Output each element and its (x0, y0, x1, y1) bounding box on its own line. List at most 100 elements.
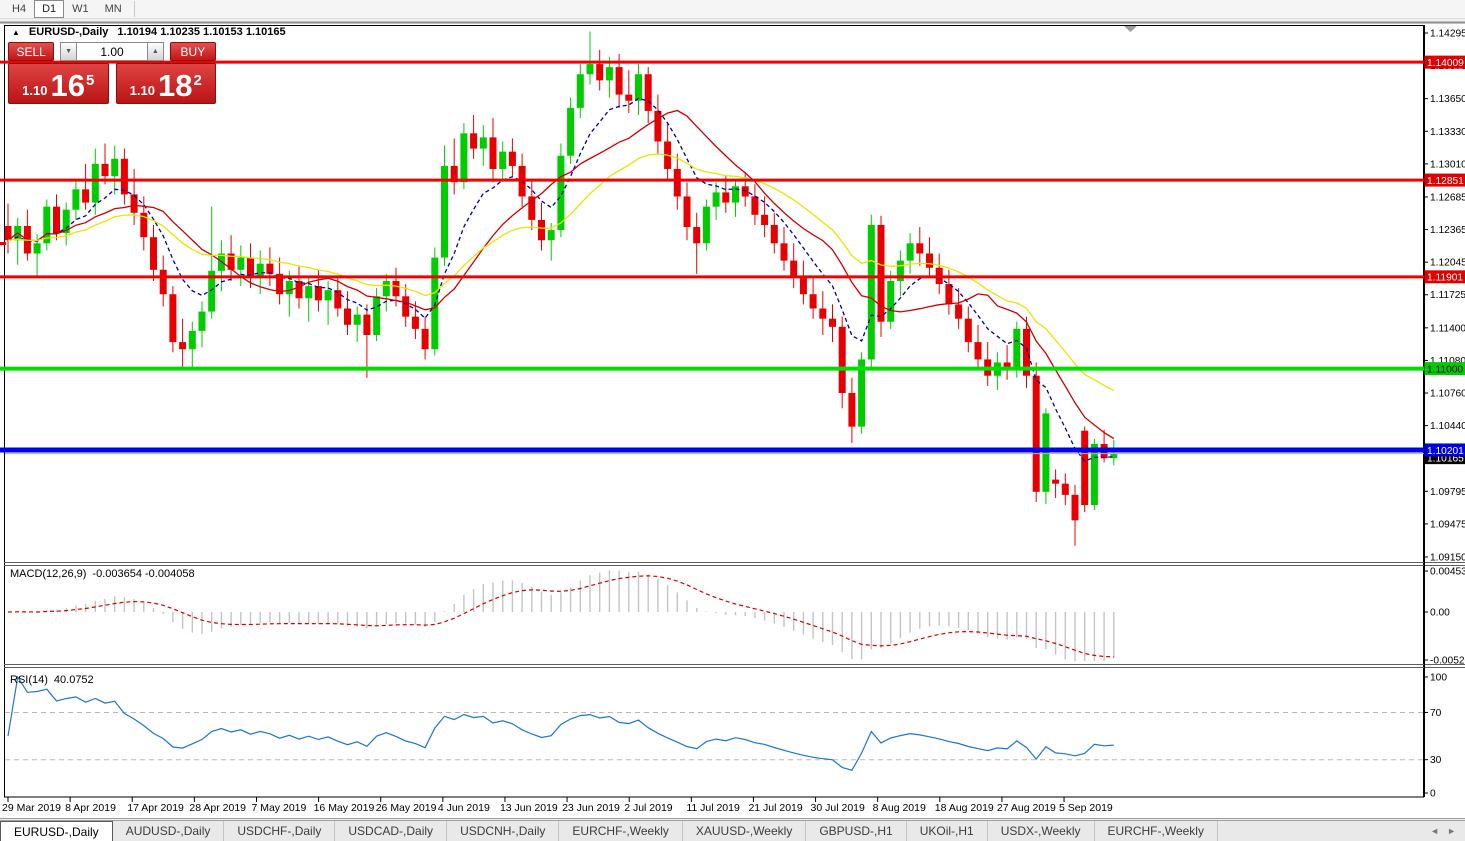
svg-text:1.12851: 1.12851 (1427, 176, 1464, 187)
date-tick-label: 23 Jun 2019 (562, 802, 620, 814)
chart-tab-4[interactable]: USDCNH-,Daily (447, 821, 560, 841)
chart-tab-6[interactable]: XAUUSD-,Weekly (683, 821, 807, 841)
price-tick-label: 1.14295 (1430, 29, 1465, 40)
chart-tab-7[interactable]: GBPUSD-,H1 (806, 821, 907, 841)
chart-ohlc-values: 1.10194 1.10235 1.10153 1.10165 (117, 26, 286, 38)
macd-signal-line (7, 575, 1114, 658)
volume-decrease-button[interactable]: ▼ (60, 42, 77, 61)
sell-price-big-digits: 16 (50, 68, 85, 103)
timeframe-toolbar: H4 D1 W1 MN (0, 0, 1465, 19)
one-click-trading-panel: SELL ▼ ▲ BUY 1.10 16 5 1.10 18 2 (8, 42, 216, 104)
date-tick-label: 16 May 2019 (314, 802, 375, 814)
buy-button[interactable]: BUY (169, 42, 216, 61)
buy-price-pip-digit: 2 (193, 72, 202, 89)
date-tick-label: 29 Mar 2019 (2, 802, 61, 814)
price-tick-label: 1.11725 (1430, 290, 1465, 301)
chart-symbol-period: EURUSD-,Daily (28, 26, 109, 38)
chart-tab-5[interactable]: EURCHF-,Weekly (559, 821, 683, 841)
price-tick-label: 1.13010 (1430, 159, 1465, 170)
date-tick-label: 7 May 2019 (251, 802, 306, 814)
date-tick-label: 2 Jul 2019 (624, 802, 673, 814)
chart-tab-0[interactable]: EURUSD-,Daily (0, 821, 113, 841)
chart-tabs: EURUSD-,Daily AUDUSD-,Daily USDCHF-,Daily U… (0, 821, 1218, 841)
volume-input[interactable] (77, 42, 147, 61)
rsi-axis-label: 100 (1430, 673, 1447, 684)
price-tick-label: 1.11400 (1430, 323, 1465, 334)
date-tick-label: 11 Jul 2019 (686, 802, 740, 814)
tab-navigation: ◄ ► (1430, 821, 1465, 841)
price-tick-label: 1.12365 (1430, 225, 1465, 236)
price-tick-label: 1.11080 (1430, 356, 1465, 367)
date-tick-label: 28 Apr 2019 (189, 802, 246, 814)
svg-text:1.11000: 1.11000 (1427, 364, 1463, 375)
timeframe-buttons: H4 D1 W1 MN (4, 0, 130, 18)
macd-indicator-label: MACD(12,26,9) -0.003654 -0.004058 (10, 568, 195, 580)
svg-text:1.11901: 1.11901 (1427, 273, 1463, 284)
rsi-axis-label: 0 (1430, 789, 1436, 800)
date-tick-label: 4 Jun 2019 (438, 802, 490, 814)
ma-line-ema26 (7, 153, 1115, 392)
price-level-badge-2: 1.11901 (1424, 270, 1465, 284)
macd-histogram (17, 570, 1115, 661)
price-level-badge-3: 1.11000 (1424, 362, 1465, 375)
ma-line-ema8 (7, 97, 1114, 462)
volume-increase-button[interactable]: ▲ (147, 42, 164, 61)
chart-plot-area[interactable] (4, 25, 1424, 798)
buy-price-prefix: 1.10 (129, 83, 155, 98)
timeframe-button-d1[interactable]: D1 (34, 0, 65, 18)
date-tick-label: 27 Aug 2019 (997, 802, 1056, 814)
chart-title: ▲ EURUSD-,Daily 1.10194 1.10235 1.10153 … (12, 26, 286, 38)
rsi-indicator-label: RSI(14) 40.0752 (10, 674, 94, 686)
rsi-axis-label: 30 (1430, 755, 1442, 766)
macd-axis-label: 0.00 (1430, 608, 1450, 619)
collapse-panel-icon[interactable]: ▲ (12, 27, 20, 37)
price-tick-label: 1.12045 (1430, 258, 1465, 269)
chart-tab-9[interactable]: USDX-,Weekly (988, 821, 1095, 841)
rsi-axis-label: 70 (1430, 708, 1442, 719)
tab-scroll-right-icon[interactable]: ► (1447, 826, 1456, 836)
rsi-line (7, 675, 1114, 772)
chart-tab-8[interactable]: UKOil-,H1 (907, 821, 988, 841)
date-tick-label: 18 Aug 2019 (935, 802, 994, 814)
date-tick-label: 5 Sep 2019 (1059, 802, 1113, 814)
buy-price-display[interactable]: 1.10 18 2 (115, 63, 216, 104)
chevron-down-icon: ▼ (65, 48, 73, 55)
chart-tab-10[interactable]: EURCHF-,Weekly (1095, 821, 1218, 841)
date-tick-label: 13 Jun 2019 (500, 802, 558, 814)
chart-tab-1[interactable]: AUDUSD-,Daily (113, 821, 225, 841)
svg-text:1.14009: 1.14009 (1427, 58, 1464, 69)
price-tick-label: 1.13650 (1430, 94, 1465, 105)
line-anchor-mark (0, 242, 6, 245)
timeframe-button-h4[interactable]: H4 (12, 3, 27, 15)
sell-button[interactable]: SELL (8, 42, 55, 61)
sell-price-display[interactable]: 1.10 16 5 (8, 63, 109, 104)
price-tick-label: 1.10440 (1430, 421, 1465, 432)
ma-line-sma13 (7, 109, 1115, 440)
macd-axis-label: -0.005205 (1430, 656, 1465, 667)
macd-values: -0.003654 -0.004058 (92, 568, 195, 580)
chart-tab-2[interactable]: USDCHF-,Daily (224, 821, 336, 841)
timeframe-button-mn[interactable]: MN (104, 3, 122, 15)
svg-text:1.10201: 1.10201 (1427, 446, 1464, 457)
timeframe-button-w1[interactable]: W1 (72, 3, 89, 15)
price-tick-label: 1.10760 (1430, 389, 1465, 400)
price-tick-label: 1.09150 (1430, 553, 1465, 564)
chevron-up-icon: ▲ (151, 48, 159, 55)
price-tick-label: 1.13330 (1430, 127, 1465, 138)
price-tick-label: 1.09795 (1430, 487, 1465, 498)
sell-price-prefix: 1.10 (22, 83, 48, 98)
chart-tab-3[interactable]: USDCAD-,Daily (335, 821, 448, 841)
macd-axis-label: 0.004536 (1430, 567, 1465, 578)
date-tick-label: 17 Apr 2019 (127, 802, 184, 814)
chart-shift-marker-icon[interactable] (1124, 26, 1137, 32)
tab-scroll-left-icon[interactable]: ◄ (1430, 826, 1440, 836)
toolbar-separator (133, 1, 135, 17)
rsi-title: RSI(14) (10, 674, 48, 686)
macd-title: MACD(12,26,9) (10, 568, 87, 580)
rsi-value: 40.0752 (53, 674, 94, 686)
price-level-badge-1: 1.12851 (1424, 173, 1465, 187)
date-tick-label: 8 Aug 2019 (873, 802, 926, 814)
buy-price-big-digits: 18 (157, 68, 193, 103)
